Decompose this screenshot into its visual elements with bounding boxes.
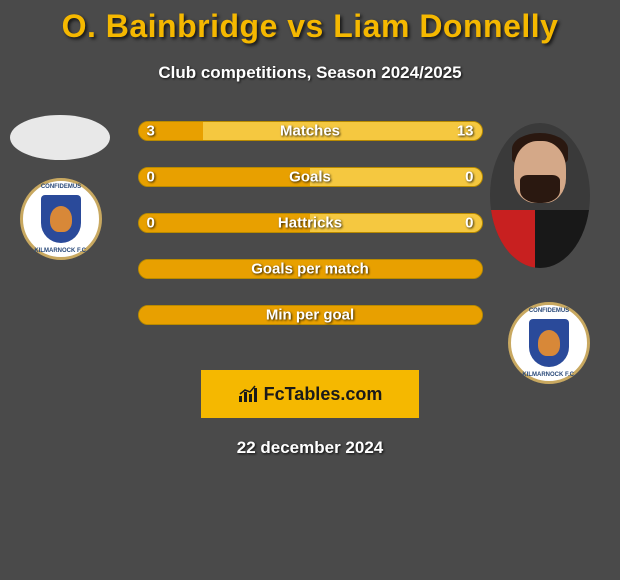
stats-bars: Matches 3 13 Goals 0 0 Hattricks 0 0 Goals per ma… [138,121,483,325]
player-left-avatar [10,115,110,160]
club-text-top: CONFIDEMUS [529,308,569,314]
stat-value-left: 0 [147,215,155,232]
player-right-avatar [490,123,590,268]
stat-bar: Goals 0 0 [138,167,483,187]
crest-shield-icon [529,319,569,367]
player-right-club-badge: CONFIDEMUS KILMARNOCK F.C. [508,302,590,384]
stat-value-left: 0 [147,169,155,186]
branding-box: FcTables.com [201,370,419,418]
stat-bar: Min per goal [138,305,483,325]
club-text-top: CONFIDEMUS [41,184,81,190]
stat-bar: Matches 3 13 [138,121,483,141]
club-text-bottom: KILMARNOCK F.C. [34,248,87,254]
date-text: 22 december 2024 [0,438,620,458]
stat-bar-label: Min per goal [266,307,354,324]
club-text-bottom: KILMARNOCK F.C. [522,372,575,378]
stat-bar-label: Hattricks [278,215,342,232]
stat-bar: Hattricks 0 0 [138,213,483,233]
stat-bar-label: Goals [289,169,331,186]
stat-bar: Goals per match [138,259,483,279]
stat-bar-right-segment [203,122,482,140]
squirrel-icon [538,330,560,356]
squirrel-icon [50,206,72,232]
stat-bar-right-segment [310,168,482,186]
player-left-club-badge: CONFIDEMUS KILMARNOCK F.C. [20,178,102,260]
crest-shield-icon [41,195,81,243]
page-subtitle: Club competitions, Season 2024/2025 [0,63,620,83]
stat-bar-label: Matches [280,123,340,140]
stat-bar-left-segment [139,168,311,186]
stat-value-right: 13 [457,123,474,140]
chart-icon [238,384,260,404]
stat-value-right: 0 [465,215,473,232]
comparison-card: O. Bainbridge vs Liam Donnelly Club comp… [0,0,620,458]
stat-bar-label: Goals per match [251,261,369,278]
branding-text: FcTables.com [264,384,383,405]
stat-value-left: 3 [147,123,155,140]
page-title: O. Bainbridge vs Liam Donnelly [0,8,620,45]
stat-value-right: 0 [465,169,473,186]
